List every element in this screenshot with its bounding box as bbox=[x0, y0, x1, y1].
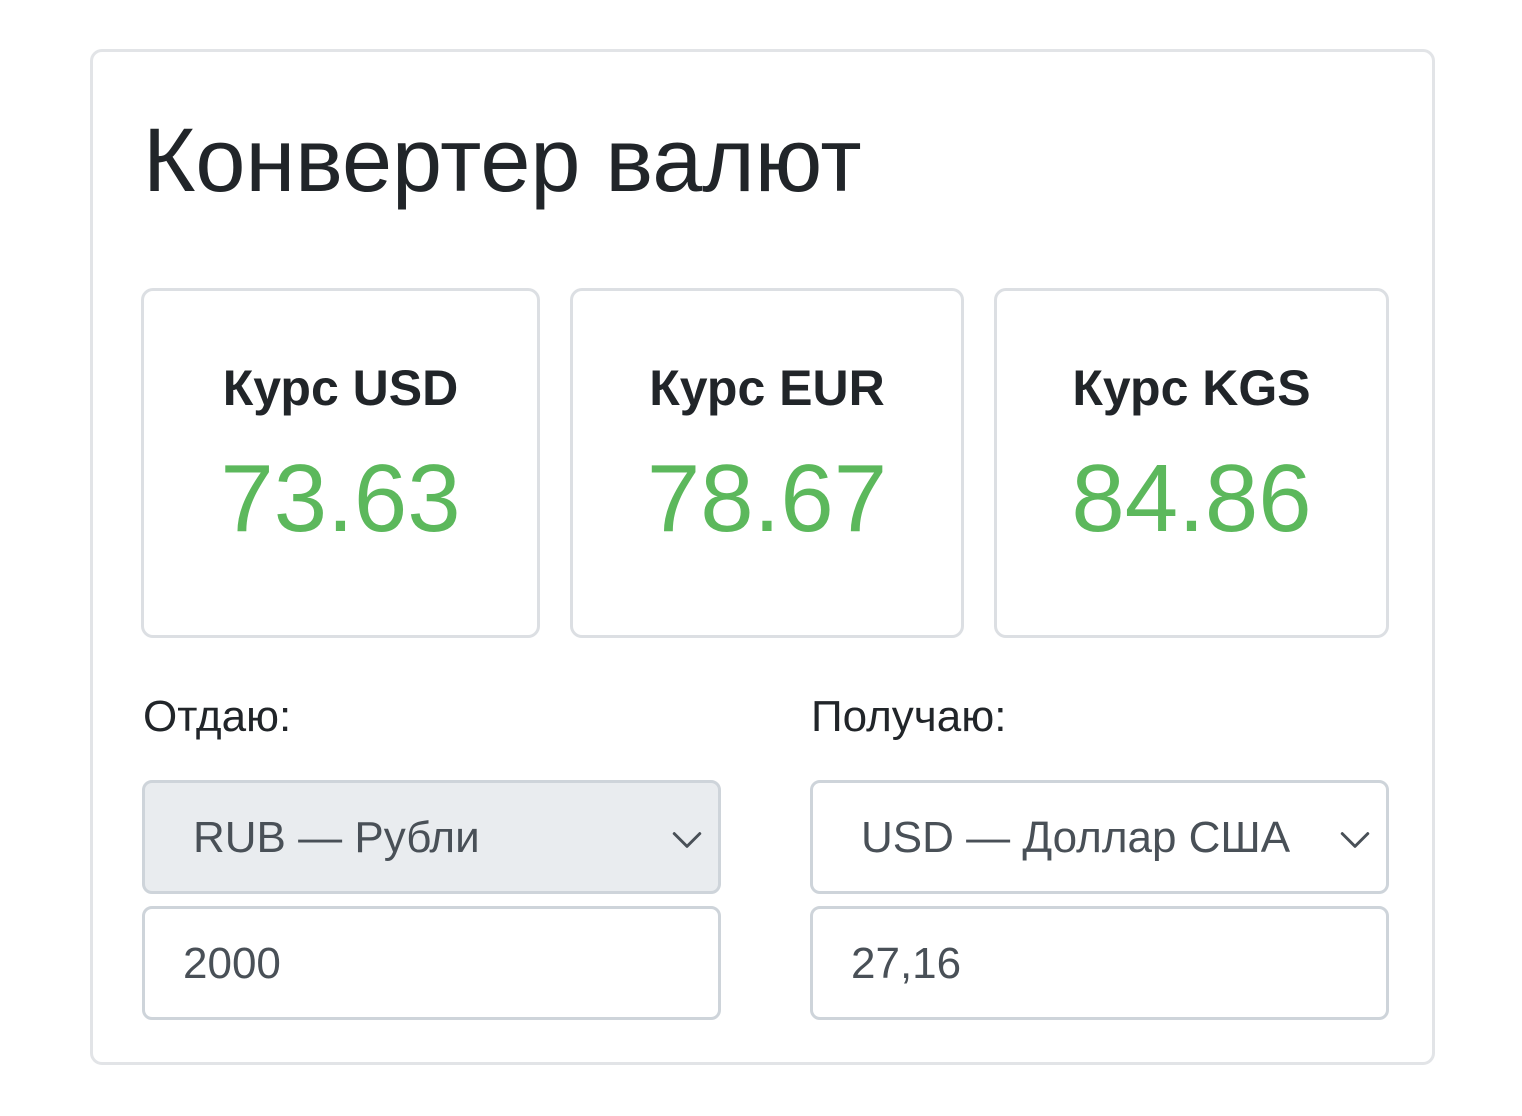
rate-card-usd: Курс USD 73.63 bbox=[141, 288, 540, 638]
rate-value-kgs: 84.86 bbox=[1071, 445, 1312, 552]
give-currency-select[interactable]: RUB — Рубли bbox=[142, 780, 721, 894]
give-amount-input[interactable]: 2000 bbox=[142, 906, 721, 1020]
rate-value-eur: 78.67 bbox=[646, 445, 888, 552]
rate-label-eur: Курс EUR bbox=[649, 360, 885, 416]
converter-card: Конвертер валют Курс USD 73.63 Курс EUR … bbox=[90, 49, 1435, 1065]
rate-value-usd: 73.63 bbox=[220, 445, 461, 552]
get-currency-value: USD — Доллар США bbox=[861, 813, 1291, 862]
give-currency-value: RUB — Рубли bbox=[193, 813, 480, 862]
chevron-down-icon bbox=[672, 832, 702, 848]
get-currency-select[interactable]: USD — Доллар США bbox=[810, 780, 1389, 894]
get-label: Получаю: bbox=[811, 692, 1007, 741]
give-label: Отдаю: bbox=[143, 692, 292, 741]
give-amount-value: 2000 bbox=[183, 939, 281, 988]
chevron-down-icon bbox=[1340, 832, 1370, 848]
page-title: Конвертер валют bbox=[143, 111, 862, 211]
get-amount-value: 27,16 bbox=[851, 939, 962, 988]
rate-card-kgs: Курс KGS 84.86 bbox=[994, 288, 1389, 638]
get-amount-input[interactable]: 27,16 bbox=[810, 906, 1389, 1020]
rate-card-eur: Курс EUR 78.67 bbox=[570, 288, 964, 638]
rate-label-usd: Курс USD bbox=[222, 360, 459, 416]
rate-label-kgs: Курс KGS bbox=[1072, 360, 1311, 416]
